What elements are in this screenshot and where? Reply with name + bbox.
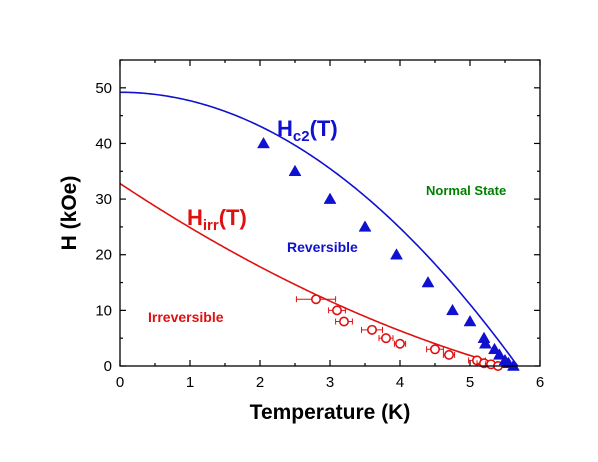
- x-tick-label: 0: [116, 374, 124, 391]
- hc2-point: [446, 303, 459, 316]
- hc2-point: [421, 276, 435, 288]
- x-tick-label: 3: [326, 374, 334, 391]
- hc2-point: [288, 164, 302, 177]
- hc2-point: [463, 314, 477, 327]
- fit-curves: [119, 91, 519, 367]
- x-tick-label: 4: [396, 374, 404, 391]
- hirr-point: [394, 338, 405, 349]
- hc2-points: [257, 136, 520, 371]
- hirr-point: [331, 305, 342, 316]
- hc2-point: [390, 248, 403, 260]
- plot-frame: [119, 59, 541, 367]
- y-tick-labels: 0 10 20 30 40 50: [95, 80, 112, 375]
- hc2-annotation: Hc2(T): [277, 116, 338, 145]
- hirr-annotation: Hirr(T): [187, 205, 247, 234]
- hc2-point: [506, 359, 520, 371]
- y-tick-label: 40: [95, 135, 112, 152]
- hc2-point: [492, 348, 506, 360]
- hirr-point: [310, 294, 321, 305]
- y-tick-label: 0: [104, 358, 112, 375]
- hirr-fit-curve: [119, 182, 506, 367]
- hirr-point: [429, 344, 440, 355]
- y-axis-title: H (kOe): [58, 176, 81, 251]
- x-tick-label: 5: [466, 374, 474, 391]
- reversible-label: Reversible: [287, 239, 358, 255]
- hc2-point: [358, 220, 372, 232]
- hirr-point: [443, 349, 454, 360]
- y-tick-label: 20: [95, 247, 112, 264]
- hc2-point: [488, 342, 501, 355]
- irreversible-label: Irreversible: [148, 309, 224, 325]
- x-tick-label: 6: [536, 374, 544, 391]
- y-tick-label: 30: [95, 191, 112, 208]
- hirr-point: [338, 316, 349, 327]
- hirr-point: [380, 333, 391, 344]
- x-tick-label: 1: [186, 374, 194, 391]
- hirr-point: [366, 324, 377, 335]
- y-tick-label: 10: [95, 302, 112, 319]
- y-tick-label: 50: [95, 80, 112, 97]
- x-tick-label: 2: [256, 374, 264, 391]
- x-tick-labels: 0 1 2 3 4 5 6: [116, 374, 544, 391]
- hc2-point: [478, 337, 492, 349]
- x-axis-title: Temperature (K): [250, 401, 411, 424]
- normal-state-label: Normal State: [426, 183, 506, 198]
- hc2-point: [323, 192, 337, 204]
- hc2-fit-curve: [119, 91, 519, 367]
- hc2-point: [257, 136, 270, 149]
